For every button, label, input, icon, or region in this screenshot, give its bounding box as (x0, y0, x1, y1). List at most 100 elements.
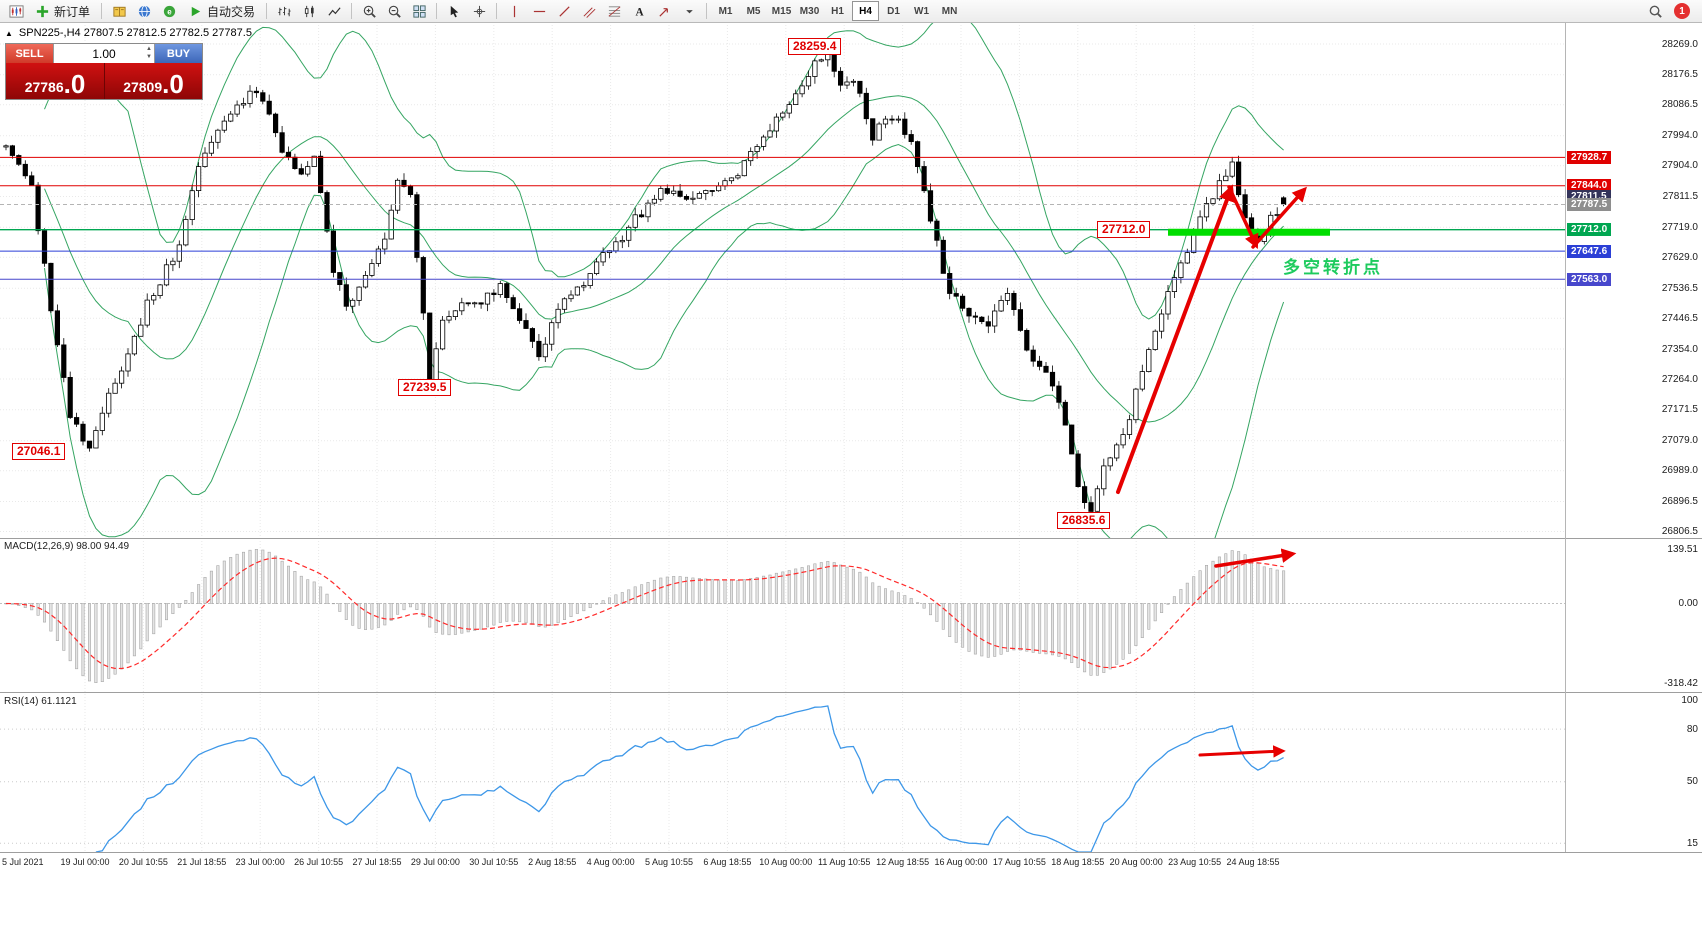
sell-price-fraction: .0 (63, 69, 86, 99)
volume-input[interactable]: 1.00 ▲ ▼ (53, 44, 155, 63)
rsi-indicator-label: RSI(14) 61.1121 (4, 696, 77, 707)
timeframe-m30-button[interactable]: M30 (799, 5, 820, 17)
buy-price-main: 27809 (123, 79, 163, 95)
fibonacci-icon (607, 4, 622, 19)
macd-histogram (4, 548, 1286, 683)
sell-button-header[interactable]: SELL (6, 44, 53, 63)
macd-indicator-label: MACD(12,26,9) 98.00 94.49 (4, 541, 130, 552)
toolbar-separator (351, 3, 353, 19)
new-order-button-label: 新订单 (54, 4, 91, 19)
volume-increase-button[interactable]: ▲ (146, 46, 152, 52)
editor-green-icon: e (162, 4, 177, 19)
volume-value: 1.00 (92, 46, 116, 61)
crosshair-button[interactable] (467, 0, 491, 22)
candles (3, 47, 1287, 522)
channel-icon (582, 4, 597, 19)
toolbar: 新订单 e 自动交易 A M1 M5 M15 M30 H1 H4 D1 W1 MN 1 (0, 0, 1702, 23)
price-panel (3, 22, 1287, 538)
macd-trend-arrow[interactable] (1214, 548, 1297, 568)
timeframe-mn-button[interactable]: MN (941, 5, 958, 17)
new-order-button[interactable]: 新订单 (29, 0, 96, 22)
hline-icon (532, 4, 547, 19)
vline-icon (507, 4, 522, 19)
horizontal-line-button[interactable] (527, 0, 551, 22)
candle-chart-icon (302, 4, 317, 19)
objects-dropdown-button[interactable] (677, 0, 701, 22)
bollinger-middle-band (44, 95, 1284, 423)
sell-price-main: 27786 (24, 79, 64, 95)
play-green-icon (188, 4, 203, 19)
zoom-out-button[interactable] (382, 0, 406, 22)
cursor-button[interactable] (442, 0, 466, 22)
zoom-out-icon (387, 4, 402, 19)
trendline-button[interactable] (552, 0, 576, 22)
text-tool-icon: A (632, 4, 647, 19)
svg-text:A: A (635, 6, 644, 18)
bar-chart-button[interactable] (272, 0, 296, 22)
crosshair-icon (472, 4, 487, 19)
new-chart-button[interactable] (4, 0, 28, 22)
profiles-button[interactable] (107, 0, 131, 22)
line-chart-button[interactable] (322, 0, 346, 22)
vertical-line-button[interactable] (502, 0, 526, 22)
bar-chart-icon (277, 4, 292, 19)
trendline-icon (557, 4, 572, 19)
macd-signal-line (5, 557, 1284, 670)
autotrading-button-label: 自动交易 (207, 4, 256, 19)
turning-point-annotation[interactable]: 多空转折点 (1283, 258, 1383, 277)
notification-badge[interactable]: 1 (1674, 3, 1690, 19)
grid (0, 22, 1565, 852)
breakout-arrow[interactable] (1251, 186, 1307, 249)
rally-arrow[interactable] (1116, 184, 1235, 494)
fibonacci-button[interactable] (602, 0, 626, 22)
timeframe-m5-button[interactable]: M5 (746, 5, 761, 17)
chart-ohlc-text: SPN225-,H4 27807.5 27812.5 27782.5 27787… (18, 27, 252, 39)
search-button[interactable] (1643, 0, 1667, 22)
text-tool-button[interactable]: A (627, 0, 651, 22)
tile-windows-icon (412, 4, 427, 19)
pullback-arrow[interactable] (1227, 185, 1259, 249)
rsi-line (95, 705, 1284, 853)
volume-decrease-button[interactable]: ▼ (146, 54, 152, 60)
cursor-icon (447, 4, 462, 19)
timeframe-h1-button[interactable]: H1 (831, 5, 844, 17)
timeframe-d1-button[interactable]: D1 (887, 5, 900, 17)
tile-windows-button[interactable] (407, 0, 431, 22)
toolbar-right-group: 1 (1643, 0, 1698, 22)
svg-text:e: e (167, 7, 172, 16)
arrows-tool-icon (657, 4, 672, 19)
chart-info-bar: ▲ SPN225-,H4 27807.5 27812.5 27782.5 277… (5, 27, 252, 39)
timeframe-m15-button[interactable]: M15 (771, 5, 792, 17)
timeframe-m1-button[interactable]: M1 (718, 5, 733, 17)
buy-price-button[interactable]: 27809 .0 (104, 63, 202, 99)
buy-button-header[interactable]: BUY (155, 44, 202, 63)
plus-green-icon (35, 4, 50, 19)
zoom-in-icon (362, 4, 377, 19)
autotrading-button[interactable]: 自动交易 (182, 0, 261, 22)
rsi-trend-arrow[interactable] (1198, 745, 1286, 758)
metaeditor-button[interactable]: e (157, 0, 181, 22)
equidistant-channel-button[interactable] (577, 0, 601, 22)
line-chart-icon (327, 4, 342, 19)
timeframe-h4-button[interactable]: H4 (852, 1, 880, 21)
toolbar-separator (496, 3, 498, 19)
chevron-down-icon (682, 4, 697, 19)
sell-price-button[interactable]: 27786 .0 (6, 63, 104, 99)
toolbar-separator (436, 3, 438, 19)
toolbar-separator (706, 3, 708, 19)
market-watch-button[interactable] (132, 0, 156, 22)
toolbar-separator (101, 3, 103, 19)
bollinger-upper-band (44, 22, 1284, 320)
candlestick-chart-button[interactable] (297, 0, 321, 22)
timeframe-w1-button[interactable]: W1 (914, 5, 930, 17)
chart-window-icon (8, 4, 24, 19)
toolbar-separator (266, 3, 268, 19)
one-click-trading-panel: SELL 1.00 ▲ ▼ BUY 27786 .0 27809 .0 (5, 43, 203, 100)
globe-blue-icon (137, 4, 152, 19)
arrows-tool-button[interactable] (652, 0, 676, 22)
buy-price-fraction: .0 (162, 69, 184, 99)
zoom-in-button[interactable] (357, 0, 381, 22)
one-click-toggle-icon[interactable]: ▲ (5, 28, 13, 38)
